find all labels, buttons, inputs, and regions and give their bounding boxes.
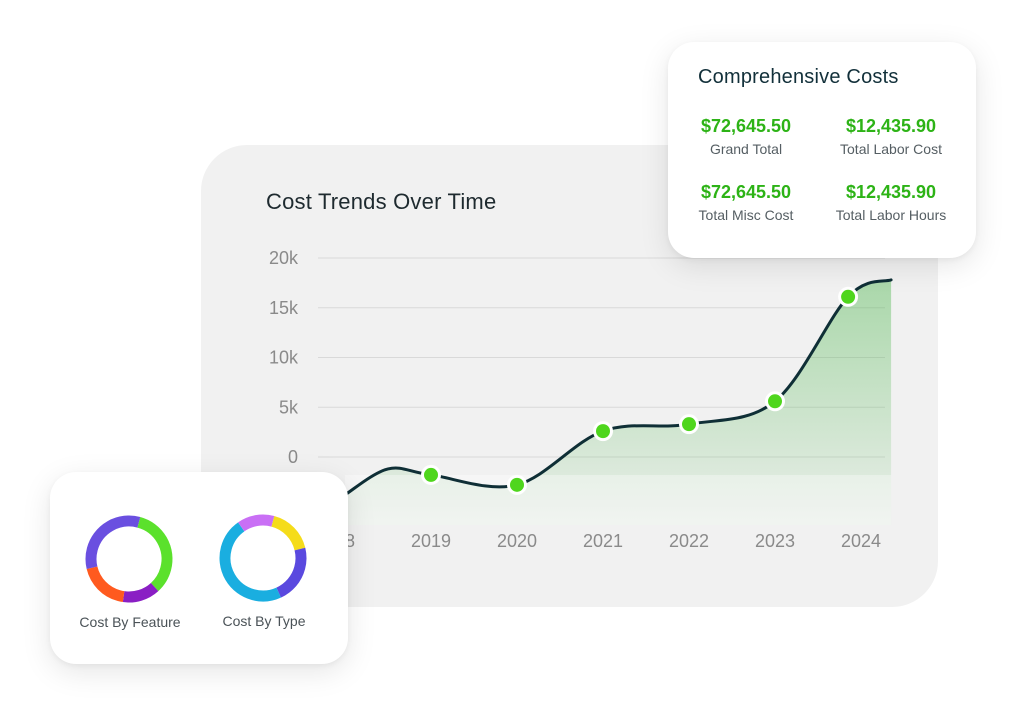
donut-segment: [219, 514, 307, 602]
data-point: [507, 474, 527, 495]
cost-breakdown-card: Cost By Feature Cost By Type: [50, 472, 348, 664]
donut-label-type: Cost By Type: [222, 613, 306, 629]
stat-value: $72,645.50: [700, 182, 792, 202]
data-point: [679, 414, 699, 435]
data-point-dot: [768, 394, 782, 409]
data-point-dot: [424, 467, 438, 482]
y-tick-label: 10k: [269, 348, 299, 368]
data-point-dot: [841, 289, 856, 304]
data-point: [421, 464, 441, 485]
stat-label: Total Labor Cost: [840, 141, 942, 157]
x-tick-label: 2023: [755, 531, 795, 551]
stat-total-labor-cost: $12,435.90 Total Labor Cost: [816, 116, 966, 157]
donut-label-feature: Cost By Feature: [79, 614, 181, 630]
donut-segment: [85, 515, 173, 603]
y-axis-ticks: 20k 15k 10k 5k 0: [269, 248, 299, 467]
stat-grand-total: $72,645.50 Grand Total: [671, 116, 821, 157]
y-tick-label: 15k: [269, 298, 299, 318]
data-point: [765, 391, 785, 412]
stat-total-labor-hours: $12,435.90 Total Labor Hours: [816, 182, 966, 223]
stat-label: Grand Total: [709, 141, 783, 157]
y-tick-label: 20k: [269, 248, 299, 268]
donut-segment: [219, 514, 307, 602]
x-tick-label: 2021: [583, 531, 623, 551]
donut-segment: [219, 514, 307, 602]
stat-value: $12,435.90: [845, 116, 937, 136]
data-point-dot: [510, 477, 524, 492]
stat-value: $12,435.90: [845, 182, 937, 202]
area-fill-path: [345, 279, 892, 525]
x-tick-label: 2024: [841, 531, 881, 551]
data-point: [838, 286, 859, 307]
stat-label: Total Misc Cost: [698, 207, 794, 223]
data-point: [593, 421, 613, 442]
y-tick-label: 0: [288, 447, 298, 467]
data-points: [421, 286, 859, 495]
summary-title: Comprehensive Costs: [698, 66, 899, 88]
data-point-dot: [682, 417, 696, 432]
data-point-dot: [596, 424, 610, 439]
x-tick-label: 2020: [497, 531, 537, 551]
cost-by-type-donut: [219, 514, 307, 602]
y-tick-label: 5k: [279, 397, 299, 417]
area-fill: [345, 279, 892, 525]
chart-title: Cost Trends Over Time: [266, 189, 497, 214]
comprehensive-costs-card: Comprehensive Costs $72,645.50 Grand Tot…: [668, 42, 976, 258]
cost-by-feature-donut: [85, 515, 173, 603]
x-tick-label: 2019: [411, 531, 451, 551]
stat-label: Total Labor Hours: [835, 207, 947, 223]
x-axis-ticks: 18201920202021202220232024: [335, 531, 881, 551]
donut-segment: [85, 515, 173, 603]
x-tick-label: 2022: [669, 531, 709, 551]
stat-total-misc-cost: $72,645.50 Total Misc Cost: [671, 182, 821, 223]
stat-value: $72,645.50: [700, 116, 792, 136]
